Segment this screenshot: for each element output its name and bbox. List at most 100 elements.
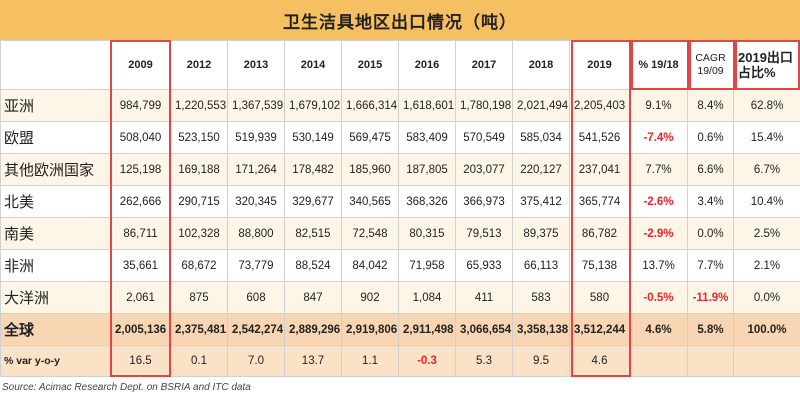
data-cell: 13.7 bbox=[284, 345, 342, 377]
data-cell: 320,345 bbox=[227, 185, 285, 218]
data-cell: 71,958 bbox=[398, 249, 456, 282]
data-cell: 290,715 bbox=[170, 185, 228, 218]
data-cell: 2.1% bbox=[733, 249, 800, 282]
data-cell: 100.0% bbox=[733, 313, 800, 346]
data-cell: 2,911,498 bbox=[398, 313, 456, 346]
data-cell: 171,264 bbox=[227, 153, 285, 186]
data-cell: 169,188 bbox=[170, 153, 228, 186]
data-cell: 0.0% bbox=[733, 281, 800, 314]
data-cell: 583,409 bbox=[398, 121, 456, 154]
data-cell: 7.7% bbox=[687, 249, 734, 282]
data-cell: 72,548 bbox=[341, 217, 399, 250]
data-cell: 570,549 bbox=[455, 121, 513, 154]
export-table: 2009 2012 2013 2014 2015 2016 2017 2018 2019% 19… bbox=[0, 40, 800, 377]
column-header: % 19/18 bbox=[629, 40, 688, 90]
data-cell: 608 bbox=[227, 281, 285, 314]
data-cell: 13.7% bbox=[629, 249, 688, 282]
data-cell: 7.7% bbox=[629, 153, 688, 186]
data-cell: 84,042 bbox=[341, 249, 399, 282]
data-cell: 16.5 bbox=[110, 345, 171, 377]
row-label: 南美 bbox=[0, 217, 111, 250]
data-cell: 1,618,601 bbox=[398, 89, 456, 122]
row-label: 欧盟 bbox=[0, 121, 111, 154]
data-cell: 1,666,314 bbox=[341, 89, 399, 122]
data-cell: 82,515 bbox=[284, 217, 342, 250]
data-cell: 366,973 bbox=[455, 185, 513, 218]
table-row: 非洲 35,661 68,672 73,779 88,524 84,042 71,958 65… bbox=[0, 249, 800, 282]
data-cell: 340,565 bbox=[341, 185, 399, 218]
data-cell: 68,672 bbox=[170, 249, 228, 282]
data-cell: -2.6% bbox=[629, 185, 688, 218]
data-cell: 6.6% bbox=[687, 153, 734, 186]
data-cell: -0.5% bbox=[629, 281, 688, 314]
data-cell: 15.4% bbox=[733, 121, 800, 154]
data-cell: 125,198 bbox=[110, 153, 171, 186]
data-cell: 5.3 bbox=[455, 345, 513, 377]
data-cell: 902 bbox=[341, 281, 399, 314]
data-cell: 8.4% bbox=[687, 89, 734, 122]
data-cell: 6.7% bbox=[733, 153, 800, 186]
data-cell bbox=[629, 345, 688, 377]
data-cell: 2,021,494 bbox=[512, 89, 570, 122]
data-cell: 0.0% bbox=[687, 217, 734, 250]
data-cell: 2,542,274 bbox=[227, 313, 285, 346]
data-cell: -7.4% bbox=[629, 121, 688, 154]
data-cell: 10.4% bbox=[733, 185, 800, 218]
data-cell: 220,127 bbox=[512, 153, 570, 186]
data-cell: 519,939 bbox=[227, 121, 285, 154]
data-cell: 5.8% bbox=[687, 313, 734, 346]
data-cell: 79,513 bbox=[455, 217, 513, 250]
header-row: 2009 2012 2013 2014 2015 2016 2017 2018 2019% 19… bbox=[0, 40, 800, 90]
data-cell: 262,666 bbox=[110, 185, 171, 218]
table-title: 卫生洁具地区出口情况（吨） bbox=[283, 12, 517, 33]
data-cell: 541,526 bbox=[569, 121, 630, 154]
table-row: 南美 86,711 102,328 88,800 82,515 72,548 80,315 7… bbox=[0, 217, 800, 250]
table-row: 亚洲 984,799 1,220,553 1,367,539 1,679,102 1,66… bbox=[0, 89, 800, 122]
data-cell: 75,138 bbox=[569, 249, 630, 282]
data-cell: 9.1% bbox=[629, 89, 688, 122]
data-cell: 65,933 bbox=[455, 249, 513, 282]
column-header: 2019出口占比% bbox=[733, 40, 800, 90]
row-label: 大洋洲 bbox=[0, 281, 111, 314]
row-label: 亚洲 bbox=[0, 89, 111, 122]
row-label: 北美 bbox=[0, 185, 111, 218]
yoy-row: % var y-o-y 16.5 0.1 7.0 13.7 1.1 -0.3 5.3 9.5 4.… bbox=[0, 345, 800, 377]
column-header: 2019 bbox=[569, 40, 630, 90]
data-cell: 847 bbox=[284, 281, 342, 314]
data-cell bbox=[687, 345, 734, 377]
row-label: 非洲 bbox=[0, 249, 111, 282]
data-cell: 4.6% bbox=[629, 313, 688, 346]
data-cell: 88,524 bbox=[284, 249, 342, 282]
data-cell: 4.6 bbox=[569, 345, 630, 377]
table-row: 北美 262,666 290,715 320,345 329,677 340,565 368… bbox=[0, 185, 800, 218]
data-cell: 585,034 bbox=[512, 121, 570, 154]
data-cell: 2,005,136 bbox=[110, 313, 171, 346]
data-cell: 62.8% bbox=[733, 89, 800, 122]
data-cell: 3,512,244 bbox=[569, 313, 630, 346]
data-cell: 1,679,102 bbox=[284, 89, 342, 122]
data-cell: 7.0 bbox=[227, 345, 285, 377]
data-cell: 86,711 bbox=[110, 217, 171, 250]
data-cell: 329,677 bbox=[284, 185, 342, 218]
data-cell: 1,220,553 bbox=[170, 89, 228, 122]
row-label: 全球 bbox=[0, 313, 111, 346]
data-cell: 178,482 bbox=[284, 153, 342, 186]
table-title-bar: 卫生洁具地区出口情况（吨） bbox=[0, 0, 800, 40]
data-cell: 185,960 bbox=[341, 153, 399, 186]
data-cell: 1,780,198 bbox=[455, 89, 513, 122]
data-cell: 1.1 bbox=[341, 345, 399, 377]
total-row: 全球 2,005,136 2,375,481 2,542,274 2,889,296 2,… bbox=[0, 313, 800, 346]
data-cell: 508,040 bbox=[110, 121, 171, 154]
column-header bbox=[0, 40, 111, 90]
data-cell: 365,774 bbox=[569, 185, 630, 218]
data-cell: 1,084 bbox=[398, 281, 456, 314]
data-cell: -11.9% bbox=[687, 281, 734, 314]
data-cell: 875 bbox=[170, 281, 228, 314]
data-cell: 2,061 bbox=[110, 281, 171, 314]
column-header: 2009 bbox=[110, 40, 171, 90]
data-cell: 368,326 bbox=[398, 185, 456, 218]
data-cell: 1,367,539 bbox=[227, 89, 285, 122]
data-cell: 9.5 bbox=[512, 345, 570, 377]
data-cell: 984,799 bbox=[110, 89, 171, 122]
data-cell: 66,113 bbox=[512, 249, 570, 282]
